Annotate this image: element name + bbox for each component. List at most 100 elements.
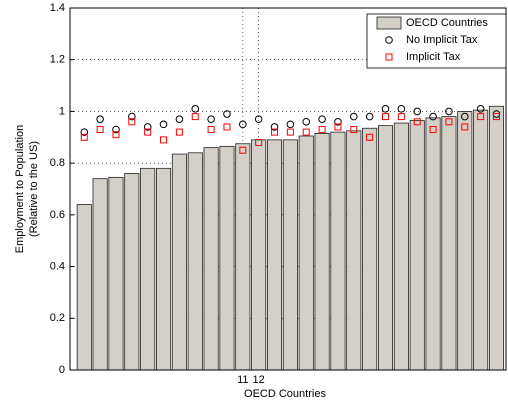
bar [171, 153, 187, 371]
bar [266, 139, 283, 371]
marker-square [271, 128, 279, 136]
marker-circle [429, 112, 437, 121]
bar [282, 139, 298, 371]
legend-swatch [385, 53, 393, 61]
y-tick-label: 0.6 [50, 209, 65, 221]
marker-circle [476, 105, 485, 113]
x-axis-label: OECD Countries [244, 388, 326, 400]
legend-label: Implicit Tax [406, 51, 461, 63]
marker-circle [397, 105, 406, 113]
marker-circle [191, 105, 200, 113]
y-tick-label: 0.8 [50, 157, 65, 169]
marker-circle [254, 115, 263, 123]
marker-square [477, 113, 485, 121]
marker-square [397, 113, 405, 121]
bar [409, 120, 425, 371]
marker-square [223, 123, 231, 131]
x-tick-label: 11 [237, 374, 248, 386]
marker-circle [223, 110, 231, 118]
y-tick-label: 1 [59, 105, 65, 117]
marker-square [96, 126, 104, 134]
marker-circle [80, 128, 89, 136]
marker-square [302, 128, 310, 136]
bar [92, 178, 108, 371]
marker-circle [128, 112, 136, 121]
marker-square [413, 118, 421, 126]
marker-square [334, 123, 342, 131]
bar [140, 167, 156, 371]
marker-square [80, 133, 88, 141]
marker-square [191, 113, 199, 121]
marker-circle [143, 123, 152, 131]
marker-square [207, 126, 215, 134]
marker-square [255, 138, 263, 146]
marker-square [350, 126, 358, 134]
marker-circle [365, 112, 374, 121]
legend-label: No Implicit Tax [406, 34, 478, 46]
bar [108, 176, 124, 371]
bar [156, 167, 172, 371]
bar [251, 139, 267, 371]
bar [488, 105, 505, 371]
bar [314, 133, 330, 371]
bar [473, 109, 489, 371]
marker-circle [318, 115, 326, 123]
plot-frame [69, 7, 507, 371]
bar [187, 152, 203, 371]
y-axis-label: Employment to Population [14, 125, 26, 253]
bar [457, 111, 473, 371]
marker-square [112, 131, 120, 139]
marker-square [366, 133, 374, 141]
marker-square [429, 126, 437, 134]
marker-square [128, 118, 136, 126]
marker-square [445, 118, 453, 126]
legend-label: OECD Countries [406, 17, 488, 29]
marker-square [175, 128, 183, 136]
marker-circle [460, 112, 469, 121]
y-tick-label: 0.2 [50, 312, 65, 324]
marker-circle [445, 107, 453, 116]
marker-square [382, 113, 390, 121]
bar [203, 147, 219, 371]
marker-square [160, 136, 168, 144]
marker-circle [175, 115, 184, 123]
marker-square [286, 128, 294, 136]
marker-square [144, 128, 152, 136]
bar [76, 204, 92, 371]
y-axis-label: (Relative to the US) [28, 141, 40, 237]
marker-circle [159, 120, 168, 129]
legend-swatch [385, 36, 393, 44]
marker-circle [349, 112, 358, 121]
marker-circle [413, 107, 422, 116]
bar [330, 131, 346, 371]
marker-circle [302, 117, 311, 126]
bar [298, 135, 314, 371]
bar [393, 122, 409, 371]
y-tick-label: 1.2 [50, 54, 65, 66]
marker-square [318, 126, 326, 134]
marker-square [239, 146, 247, 154]
x-tick-label: 12 [253, 374, 265, 386]
bar [362, 127, 378, 371]
marker-square [461, 123, 469, 131]
bar [235, 143, 251, 371]
marker-circle [239, 120, 247, 129]
marker-square [492, 113, 500, 121]
marker-circle [112, 125, 120, 134]
bar [346, 130, 362, 371]
bar [441, 116, 457, 371]
marker-circle [270, 123, 279, 131]
bar [377, 125, 394, 371]
bar [219, 145, 235, 371]
y-tick-label: 0 [59, 364, 65, 376]
marker-circle [207, 115, 215, 123]
y-tick-label: 0.4 [50, 260, 65, 272]
legend-swatch [376, 16, 402, 30]
y-tick-label: 1.4 [50, 2, 65, 14]
bar [124, 173, 140, 371]
marker-circle [334, 117, 342, 126]
bar [425, 117, 441, 371]
marker-circle [96, 115, 104, 123]
marker-circle [381, 105, 390, 113]
